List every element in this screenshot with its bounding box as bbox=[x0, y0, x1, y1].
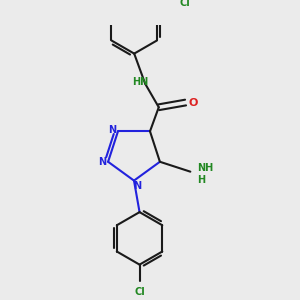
Text: Cl: Cl bbox=[134, 287, 145, 297]
Text: HN: HN bbox=[132, 77, 148, 87]
Text: O: O bbox=[189, 98, 198, 107]
Text: H: H bbox=[197, 175, 205, 185]
Text: N: N bbox=[98, 157, 106, 167]
Text: N: N bbox=[133, 182, 141, 191]
Text: N: N bbox=[108, 125, 116, 135]
Text: NH: NH bbox=[197, 164, 213, 173]
Text: Cl: Cl bbox=[180, 0, 191, 8]
